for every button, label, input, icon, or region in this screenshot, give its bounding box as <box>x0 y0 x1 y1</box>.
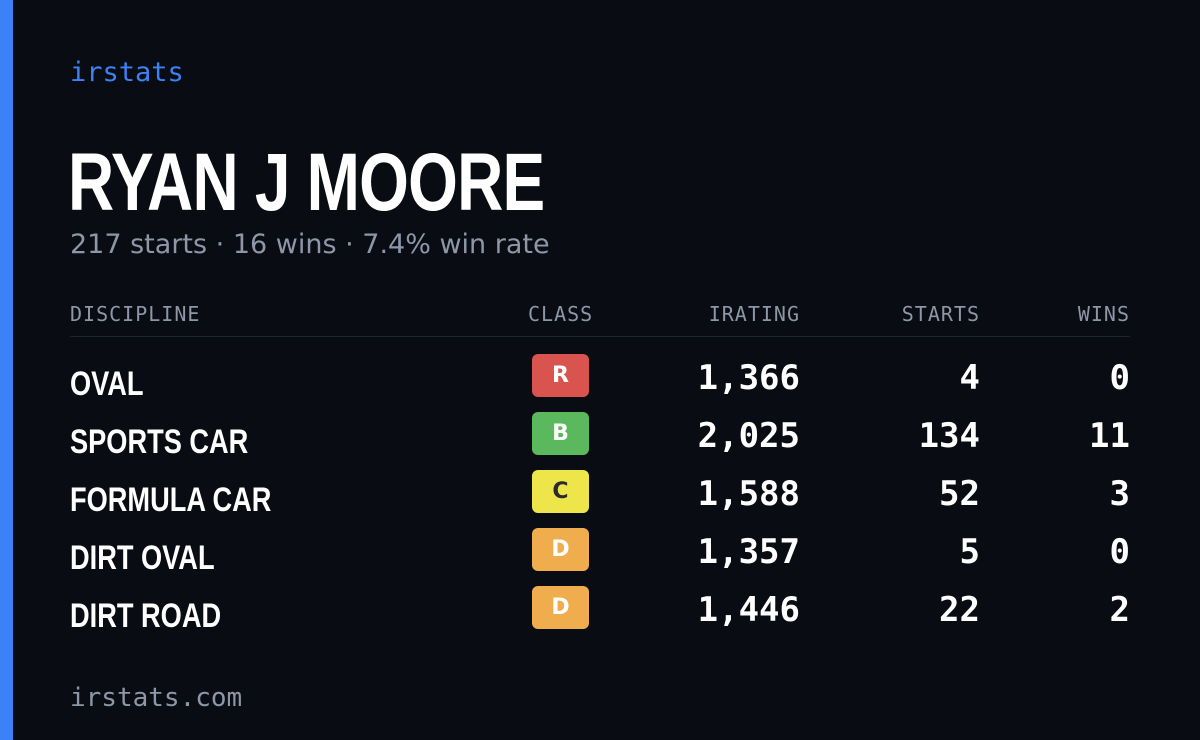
footer-url[interactable]: irstats.com <box>70 683 243 713</box>
stats-table-body: OVAL R 1,366 4 0 SPORTS CAR B 2,025 134 … <box>70 350 1130 640</box>
header-discipline: DISCIPLINE <box>70 302 201 326</box>
class-badge: C <box>532 470 589 513</box>
header-class: CLASS <box>528 302 594 326</box>
starts-value: 22 <box>939 590 980 630</box>
header-irating: IRATING <box>708 302 800 326</box>
class-badge: B <box>532 412 589 455</box>
discipline-label: DIRT OVAL <box>70 539 215 577</box>
irating-value: 1,588 <box>697 474 800 514</box>
class-badge: R <box>532 354 589 397</box>
table-row: OVAL R 1,366 4 0 <box>70 350 1130 408</box>
class-badge: D <box>532 586 589 629</box>
discipline-label: FORMULA CAR <box>70 481 272 519</box>
accent-bar <box>0 0 13 740</box>
irating-value: 1,446 <box>697 590 800 630</box>
discipline-label: SPORTS CAR <box>70 423 249 461</box>
discipline-label: OVAL <box>70 365 144 403</box>
irating-value: 1,366 <box>697 358 800 398</box>
class-badge: D <box>532 528 589 571</box>
driver-name: RYAN J MOORE <box>68 137 545 228</box>
discipline-label: DIRT ROAD <box>70 597 222 635</box>
table-row: FORMULA CAR C 1,588 52 3 <box>70 466 1130 524</box>
wins-value: 3 <box>1109 474 1130 514</box>
wins-value: 2 <box>1109 590 1130 630</box>
header-wins: WINS <box>1077 302 1130 326</box>
irating-value: 1,357 <box>697 532 800 572</box>
starts-value: 134 <box>918 416 980 456</box>
table-row: SPORTS CAR B 2,025 134 11 <box>70 408 1130 466</box>
brand-logo-text[interactable]: irstats <box>70 57 184 88</box>
irating-value: 2,025 <box>697 416 800 456</box>
wins-value: 0 <box>1109 532 1130 572</box>
starts-value: 52 <box>939 474 980 514</box>
table-row: DIRT OVAL D 1,357 5 0 <box>70 524 1130 582</box>
starts-value: 5 <box>959 532 980 572</box>
driver-summary: 217 starts · 16 wins · 7.4% win rate <box>70 229 550 260</box>
wins-value: 11 <box>1089 416 1130 456</box>
table-header: DISCIPLINE CLASS IRATING STARTS WINS <box>70 300 1130 337</box>
header-starts: STARTS <box>901 302 980 326</box>
wins-value: 0 <box>1109 358 1130 398</box>
starts-value: 4 <box>959 358 980 398</box>
table-row: DIRT ROAD D 1,446 22 2 <box>70 582 1130 640</box>
